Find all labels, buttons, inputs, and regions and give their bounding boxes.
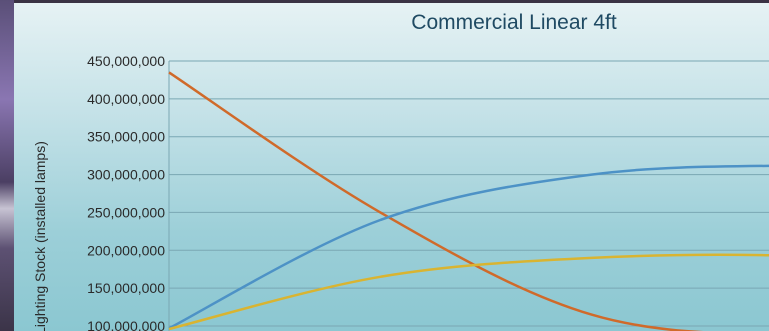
y-tick-label: 400,000,000 [87, 91, 165, 107]
series-lines [168, 71, 769, 331]
background-frame [0, 0, 14, 331]
y-tick-label: 300,000,000 [87, 167, 165, 183]
y-tick-label: 450,000,000 [87, 53, 165, 69]
y-tick-label: 250,000,000 [87, 204, 165, 220]
y-tick-label: 350,000,000 [87, 129, 165, 145]
line-chart: Commercial Linear 4ft 450,000,000 400,000… [32, 11, 769, 331]
y-tick-label: 100,000,000 [87, 318, 165, 331]
y-tick-label: 200,000,000 [87, 242, 165, 258]
y-axis-ticks: 450,000,000 400,000,000 350,000,000 300,000… [87, 53, 165, 331]
chart-slide: Commercial Linear 4ft 450,000,000 400,000… [14, 3, 769, 331]
chart-title: Commercial Linear 4ft [411, 11, 617, 34]
series-line-1 [168, 71, 703, 331]
series-line-3 [168, 253, 769, 331]
series-line-2 [168, 164, 769, 330]
y-tick-label: 150,000,000 [87, 280, 165, 296]
gridlines [169, 60, 769, 327]
y-axis-label: Lighting Stock (installed lamps) [32, 141, 48, 331]
